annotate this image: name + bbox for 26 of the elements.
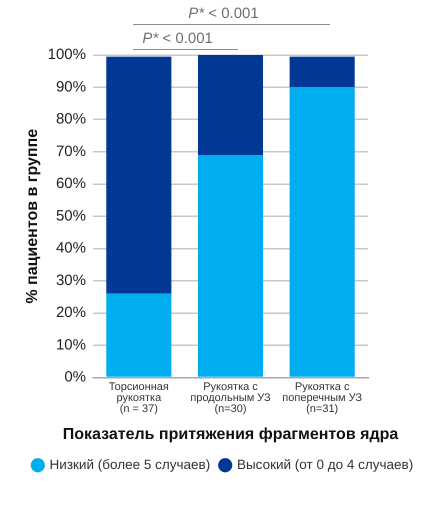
y-axis-title: % пациентов в группе (24, 128, 42, 304)
x-axis-title: Показатель притяжения фрагментов ядра (62, 426, 398, 443)
x-tick-label: Рукоятка с поперечным УЗ (n=31) (282, 381, 362, 416)
y-tick-label: 100% (48, 46, 86, 64)
y-tick-label: 90% (56, 78, 86, 96)
y-tick-label: 20% (56, 304, 86, 322)
text: P* < 0.001 (188, 5, 259, 22)
text: P* < 0.001 (142, 30, 213, 47)
y-tick-label: 30% (56, 272, 86, 289)
bar (106, 56, 172, 294)
bar (106, 294, 172, 377)
x-tick-label: Рукоятка с продольным УЗ (n=30) (190, 381, 272, 416)
legend-label: Низкий (более 5 случаев) (50, 456, 210, 472)
bar (198, 55, 264, 155)
y-tick-label: 70% (56, 142, 86, 160)
y-tick-label: 10% (56, 336, 86, 354)
x-tick-label: Торсионная рукоятка (n = 37) (108, 381, 169, 416)
legend-label: Высокий (от 0 до 4 случаев) (236, 456, 414, 472)
bar (290, 87, 355, 377)
bar (198, 154, 264, 377)
y-tick-label: 80% (56, 110, 86, 128)
bar (290, 56, 355, 88)
y-tick-label: 0% (64, 368, 86, 386)
y-tick-label: 60% (56, 175, 86, 192)
y-tick-label: 40% (56, 240, 86, 257)
y-tick-label: 50% (56, 207, 86, 224)
